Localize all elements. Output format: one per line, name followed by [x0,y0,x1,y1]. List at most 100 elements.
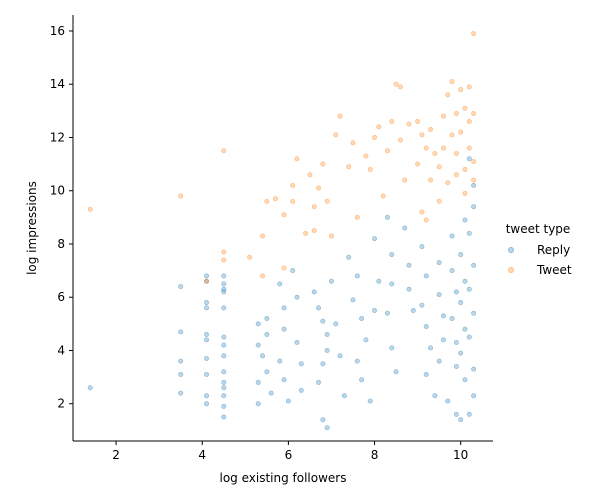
x-ticks: 2 4 6 8 10 [112,441,468,462]
point-reply [294,294,300,300]
point-reply [432,393,438,399]
point-tweet [419,132,425,138]
point-reply [462,377,468,383]
y-tick-label: 8 [57,237,65,251]
point-reply [419,302,425,308]
point-reply [277,281,283,287]
point-tweet [372,134,378,140]
point-reply [178,358,184,364]
point-tweet [466,84,472,90]
point-tweet [449,132,455,138]
point-reply [204,393,210,399]
point-reply [423,273,429,279]
point-tweet [471,177,477,183]
point-reply [436,292,442,298]
legend-marker-tweet [508,267,514,273]
legend-marker-reply [508,247,514,253]
point-reply [298,361,304,367]
point-tweet [337,113,343,119]
point-reply [453,289,459,295]
point-reply [204,331,210,337]
point-tweet [311,228,317,234]
point-reply [410,308,416,314]
point-reply [471,262,477,268]
point-reply [423,371,429,377]
point-reply [453,339,459,345]
point-reply [281,377,287,383]
point-reply [458,300,464,306]
point-reply [466,286,472,292]
y-tick-label: 4 [57,343,65,357]
point-reply [359,316,365,322]
point-tweet [393,81,399,87]
point-tweet [303,230,309,236]
point-reply [453,363,459,369]
point-tweet [471,111,477,117]
point-tweet [471,31,477,37]
point-reply [466,411,472,417]
point-tweet [428,126,434,132]
point-reply [372,308,378,314]
point-reply [316,379,322,385]
point-tweet [462,190,468,196]
point-reply [389,281,395,287]
point-tweet [380,193,386,199]
point-tweet [307,172,313,178]
point-tweet [436,198,442,204]
point-reply [471,310,477,316]
point-reply [204,300,210,306]
x-tick-label: 8 [371,448,379,462]
y-tick-label: 12 [50,130,65,144]
point-reply [449,233,455,239]
point-reply [350,297,356,303]
point-tweet [384,148,390,154]
point-reply [462,278,468,284]
legend-title: tweet type [506,222,571,236]
point-tweet [445,180,451,186]
point-reply [221,369,227,375]
point-tweet [466,119,472,125]
point-tweet [333,132,339,138]
point-reply [268,390,274,396]
point-tweet [466,145,472,151]
point-tweet [328,233,334,239]
point-tweet [221,257,227,263]
point-tweet [247,254,253,260]
point-reply [406,262,412,268]
point-reply [298,387,304,393]
point-tweet [445,92,451,98]
point-tweet [363,153,369,159]
point-reply [436,260,442,266]
point-tweet [376,124,382,130]
point-tweet [324,198,330,204]
point-reply [281,326,287,332]
point-tweet [415,119,421,125]
legend: tweet type Reply Tweet [506,222,572,277]
point-reply [316,305,322,311]
point-tweet [260,233,266,239]
point-reply [466,230,472,236]
point-reply [337,353,343,359]
point-tweet [346,164,352,170]
point-reply [221,414,227,420]
point-tweet [316,185,322,191]
point-tweet [453,111,459,117]
point-reply [320,361,326,367]
point-reply [384,310,390,316]
x-tick-label: 4 [198,448,206,462]
point-tweet [428,177,434,183]
point-reply [277,358,283,364]
point-tweet [462,105,468,111]
point-reply [466,156,472,162]
point-tweet [440,145,446,151]
point-reply [281,305,287,311]
point-tweet [294,156,300,162]
point-reply [458,417,464,423]
point-reply [221,393,227,399]
point-reply [320,318,326,324]
point-tweet [402,177,408,183]
point-reply [423,324,429,330]
point-reply [445,398,451,404]
point-tweet [406,121,412,127]
